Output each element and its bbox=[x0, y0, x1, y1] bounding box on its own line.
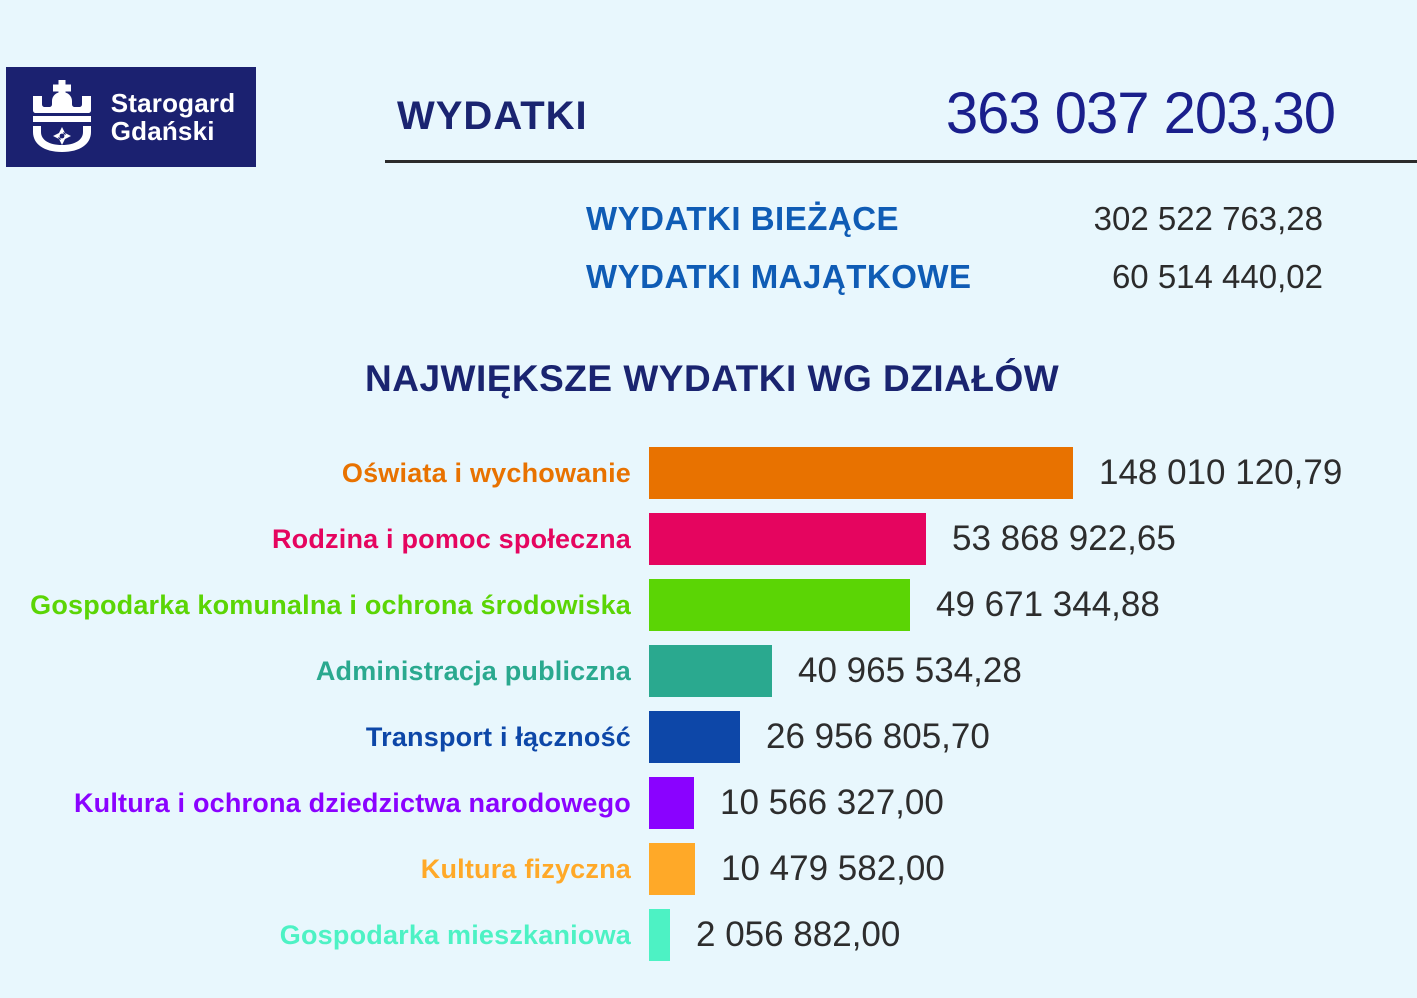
header-divider bbox=[385, 160, 1417, 163]
bar bbox=[649, 645, 772, 697]
bar-value: 49 671 344,88 bbox=[936, 585, 1160, 624]
chart-row: Kultura fizyczna 10 479 582,00 bbox=[0, 836, 1417, 902]
chart-row: Gospodarka komunalna i ochrona środowisk… bbox=[0, 572, 1417, 638]
chart-row: Kultura i ochrona dziedzictwa narodowego… bbox=[0, 770, 1417, 836]
bar-value: 26 956 805,70 bbox=[766, 717, 990, 756]
city-crest-icon bbox=[27, 80, 97, 154]
summary-value-current: 302 522 763,28 bbox=[1093, 200, 1323, 237]
bar-value: 10 566 327,00 bbox=[720, 783, 944, 822]
bar bbox=[649, 579, 910, 631]
bar-label: Transport i łączność bbox=[365, 721, 631, 752]
chart-row: Rodzina i pomoc społeczna 53 868 922,65 bbox=[0, 506, 1417, 572]
chart-row: Transport i łączność 26 956 805,70 bbox=[0, 704, 1417, 770]
summary-row-capital: WYDATKI MAJĄTKOWE 60 514 440,02 bbox=[586, 258, 1323, 316]
bar-value: 53 868 922,65 bbox=[952, 519, 1176, 558]
bar-value: 148 010 120,79 bbox=[1099, 453, 1343, 492]
bar-label: Gospodarka mieszkaniowa bbox=[279, 919, 631, 950]
bar bbox=[649, 909, 670, 961]
summary-value-capital: 60 514 440,02 bbox=[1111, 258, 1323, 295]
bar-label: Gospodarka komunalna i ochrona środowisk… bbox=[30, 589, 631, 620]
bar-label: Kultura fizyczna bbox=[420, 853, 631, 884]
bar bbox=[649, 513, 926, 565]
bar bbox=[649, 711, 740, 763]
bar-label: Administracja publiczna bbox=[315, 655, 631, 686]
bar-label: Kultura i ochrona dziedzictwa narodowego bbox=[73, 787, 631, 818]
summary-row-current: WYDATKI BIEŻĄCE 302 522 763,28 bbox=[586, 200, 1323, 258]
summary-label-capital: WYDATKI MAJĄTKOWE bbox=[586, 258, 972, 295]
chart-row: Administracja publiczna 40 965 534,28 bbox=[0, 638, 1417, 704]
page-title: WYDATKI bbox=[397, 94, 588, 138]
logo-text-line2: Gdański bbox=[110, 116, 215, 146]
chart-row: Oświata i wychowanie 148 010 120,79 bbox=[0, 440, 1417, 506]
chart-title: NAJWIĘKSZE WYDATKI WG DZIAŁÓW bbox=[365, 358, 1060, 399]
summary-section: WYDATKI BIEŻĄCE 302 522 763,28 WYDATKI M… bbox=[586, 200, 1323, 316]
chart-row: Gospodarka mieszkaniowa 2 056 882,00 bbox=[0, 902, 1417, 968]
bar-label: Rodzina i pomoc społeczna bbox=[271, 523, 631, 554]
total-expenses-value: 363 037 203,30 bbox=[945, 81, 1336, 146]
logo-box: Starogard Gdański bbox=[6, 67, 256, 167]
summary-label-current: WYDATKI BIEŻĄCE bbox=[586, 200, 900, 237]
bar-value: 10 479 582,00 bbox=[721, 849, 945, 888]
bar-value: 2 056 882,00 bbox=[696, 915, 901, 954]
logo-text-line1: Starogard bbox=[110, 87, 236, 118]
expenses-bar-chart: Oświata i wychowanie 148 010 120,79 Rodz… bbox=[0, 440, 1417, 968]
bar-label: Oświata i wychowanie bbox=[341, 457, 631, 488]
bar bbox=[649, 777, 694, 829]
logo-text: Starogard Gdański bbox=[111, 89, 236, 145]
bar bbox=[649, 843, 695, 895]
bar bbox=[649, 447, 1073, 499]
bar-value: 40 965 534,28 bbox=[798, 651, 1022, 690]
